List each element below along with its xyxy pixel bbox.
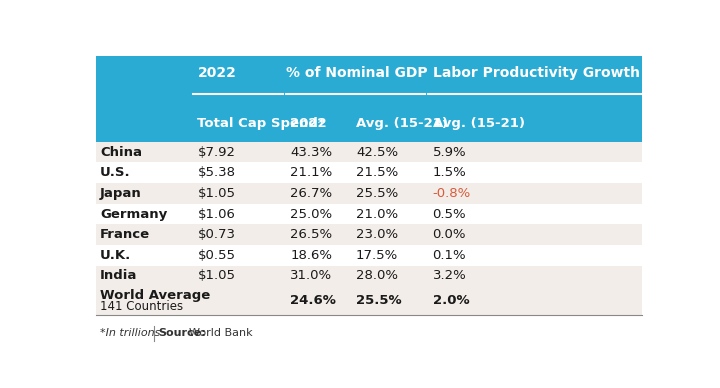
Text: 31.0%: 31.0%: [290, 269, 333, 282]
Text: 42.5%: 42.5%: [356, 146, 398, 159]
Text: World Average: World Average: [100, 289, 210, 302]
Text: $5.38: $5.38: [197, 166, 235, 179]
Text: 3.2%: 3.2%: [433, 269, 467, 282]
Text: $0.73: $0.73: [197, 228, 235, 241]
Text: 141 Countries: 141 Countries: [100, 300, 183, 313]
Text: *In trillions: *In trillions: [100, 328, 161, 338]
Text: 2022: 2022: [197, 66, 236, 80]
Text: 24.6%: 24.6%: [290, 294, 336, 307]
Text: Avg. (15-21): Avg. (15-21): [433, 117, 525, 130]
Text: -0.8%: -0.8%: [433, 187, 471, 200]
Text: % of Nominal GDP: % of Nominal GDP: [286, 66, 428, 80]
Text: 28.0%: 28.0%: [356, 269, 398, 282]
Text: 25.0%: 25.0%: [290, 208, 333, 220]
FancyBboxPatch shape: [96, 245, 642, 266]
Text: 21.1%: 21.1%: [290, 166, 333, 179]
Text: $1.05: $1.05: [197, 269, 235, 282]
FancyBboxPatch shape: [96, 55, 642, 106]
FancyBboxPatch shape: [96, 106, 642, 142]
FancyBboxPatch shape: [96, 286, 642, 315]
Text: World Bank: World Bank: [189, 328, 253, 338]
Text: $1.06: $1.06: [197, 208, 235, 220]
Text: 25.5%: 25.5%: [356, 294, 402, 307]
Text: Japan: Japan: [100, 187, 142, 200]
Text: France: France: [100, 228, 150, 241]
FancyBboxPatch shape: [96, 266, 642, 286]
Text: $0.55: $0.55: [197, 249, 235, 262]
FancyBboxPatch shape: [96, 224, 642, 245]
Text: $1.05: $1.05: [197, 187, 235, 200]
Text: 17.5%: 17.5%: [356, 249, 398, 262]
Text: Avg. (15-21): Avg. (15-21): [356, 117, 448, 130]
Text: 18.6%: 18.6%: [290, 249, 333, 262]
Text: Germany: Germany: [100, 208, 167, 220]
Text: 1.5%: 1.5%: [433, 166, 467, 179]
Text: 21.5%: 21.5%: [356, 166, 398, 179]
FancyBboxPatch shape: [96, 163, 642, 183]
Text: 26.7%: 26.7%: [290, 187, 333, 200]
Text: $7.92: $7.92: [197, 146, 235, 159]
FancyBboxPatch shape: [96, 204, 642, 224]
Text: 43.3%: 43.3%: [290, 146, 333, 159]
FancyBboxPatch shape: [96, 183, 642, 204]
Text: 0.0%: 0.0%: [433, 228, 466, 241]
Text: 5.9%: 5.9%: [433, 146, 466, 159]
Text: Total Cap Spend*: Total Cap Spend*: [197, 117, 325, 130]
Text: 0.5%: 0.5%: [433, 208, 466, 220]
Text: China: China: [100, 146, 142, 159]
Text: 26.5%: 26.5%: [290, 228, 333, 241]
Text: 2022: 2022: [290, 117, 327, 130]
Text: 0.1%: 0.1%: [433, 249, 466, 262]
Text: 25.5%: 25.5%: [356, 187, 398, 200]
Text: U.S.: U.S.: [100, 166, 130, 179]
Text: Labor Productivity Growth: Labor Productivity Growth: [433, 66, 639, 80]
Text: Source:: Source:: [158, 328, 206, 338]
Text: India: India: [100, 269, 138, 282]
FancyBboxPatch shape: [96, 142, 642, 163]
Text: 2.0%: 2.0%: [433, 294, 469, 307]
Text: 23.0%: 23.0%: [356, 228, 398, 241]
Text: 21.0%: 21.0%: [356, 208, 398, 220]
Text: U.K.: U.K.: [100, 249, 131, 262]
